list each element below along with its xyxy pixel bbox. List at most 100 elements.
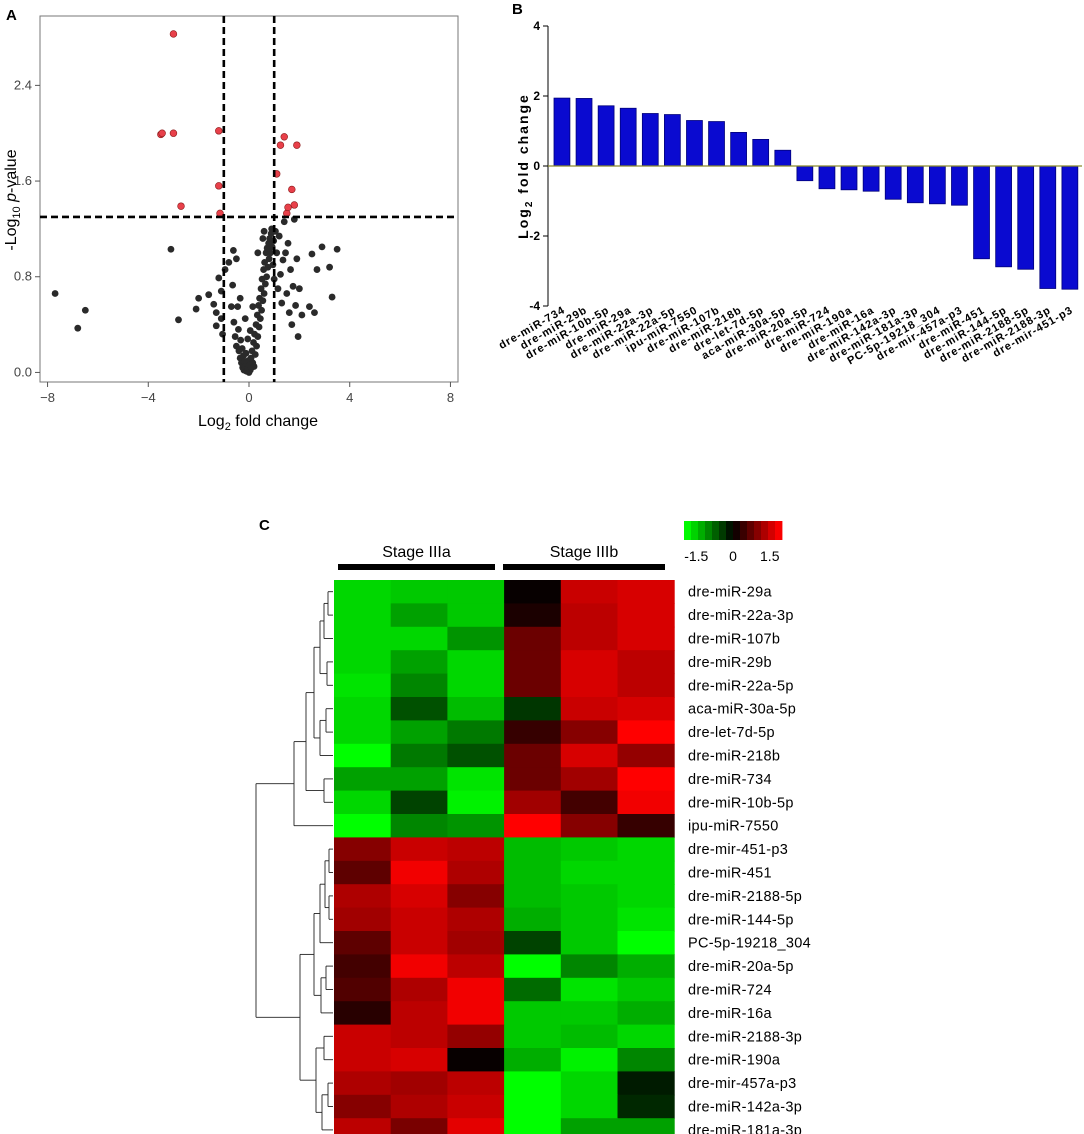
volcano-ytick-label: 2.4	[14, 77, 32, 92]
heatmap-cell	[617, 837, 675, 862]
heatmap-row-label: dre-let-7d-5p	[688, 725, 775, 741]
volcano-frame	[39, 15, 459, 383]
volcano-point	[306, 303, 313, 311]
heatmap-cell	[617, 814, 675, 838]
heatmap-cell	[560, 697, 618, 721]
heatmap-cell	[504, 860, 562, 885]
volcano-point	[81, 306, 89, 314]
heatmap-row-label: dre-mir-451-p3	[688, 842, 788, 858]
volcano-point	[254, 249, 262, 257]
volcano-point	[280, 218, 288, 226]
heatmap-cell	[504, 743, 562, 768]
heatmap-cell	[617, 1048, 675, 1072]
heatmap-cell	[560, 1001, 618, 1026]
heatmap-cell	[390, 790, 448, 815]
heatmap-cell	[447, 954, 505, 979]
heatmap-cell	[447, 1048, 505, 1072]
heatmap-cell	[504, 790, 562, 815]
heatmap-cell	[617, 884, 675, 909]
volcano-point	[328, 293, 336, 301]
heatmap-cell	[334, 954, 392, 979]
heatmap-cell	[560, 814, 618, 838]
heatmap-cell	[447, 1024, 505, 1049]
volcano-point	[231, 333, 239, 340]
volcano-ylabel-rest: -value	[3, 149, 20, 193]
bar	[906, 165, 924, 204]
heatmap-cell	[390, 697, 448, 721]
heatmap-row-label: dre-miR-218b	[688, 749, 780, 765]
volcano-point	[244, 335, 252, 343]
legend-swatch	[712, 521, 720, 540]
heatmap-cell	[390, 977, 448, 1002]
volcano-point	[287, 266, 294, 273]
heatmap-row-label: dre-miR-142a-3p	[688, 1100, 802, 1116]
volcano-point	[259, 235, 267, 242]
volcano-xtick-label: −8	[40, 390, 55, 405]
heatmap-cell	[447, 673, 505, 698]
volcano-point	[267, 249, 274, 257]
heatmap-cell	[560, 1048, 618, 1072]
legend-swatch	[726, 521, 734, 540]
legend-swatch	[691, 521, 699, 540]
heatmap-cell	[447, 1094, 505, 1119]
bar	[995, 165, 1012, 268]
bar	[619, 107, 637, 167]
bar	[1039, 165, 1057, 289]
legend-tick-label: -1.5	[684, 548, 708, 564]
heatmap-cell	[390, 743, 448, 768]
group-label: Stage IIIa	[382, 544, 451, 561]
volcano-point	[270, 275, 278, 283]
volcano-significant-point	[177, 202, 185, 210]
heatmap-cell	[334, 931, 392, 955]
heatmap-cell	[504, 626, 562, 651]
volcano-point	[242, 349, 250, 357]
bar	[951, 165, 968, 206]
legend-swatch	[775, 521, 783, 540]
group-label: Stage IIIb	[550, 544, 619, 561]
bar	[597, 105, 615, 167]
heatmap-cell	[617, 580, 675, 604]
heatmap-cell	[334, 626, 392, 651]
volcano-point	[227, 303, 235, 311]
heatmap-cell	[390, 837, 448, 862]
volcano-point	[249, 303, 257, 311]
panel-label-c: C	[259, 517, 270, 534]
heatmap-cell	[560, 907, 618, 932]
heatmap-row-label: ipu-miR-7550	[688, 819, 779, 835]
heatmap-cell	[447, 977, 505, 1002]
volcano-significant-point	[215, 182, 223, 190]
bar-ytick-label: 4	[533, 19, 540, 33]
heatmap-cell	[560, 626, 618, 651]
legend-swatch	[733, 521, 741, 540]
heatmap-cell	[334, 907, 392, 932]
heatmap-row-label: dre-miR-10b-5p	[688, 795, 794, 811]
bar	[862, 165, 880, 192]
volcano-point	[275, 232, 283, 240]
bar-ylabel-rest: fold change	[515, 93, 531, 199]
volcano-xtick-label: 8	[447, 390, 454, 405]
heatmap-row-label: dre-miR-2188-5p	[688, 889, 802, 905]
volcano-point	[246, 327, 254, 334]
volcano-point	[283, 290, 291, 297]
volcano-point	[256, 315, 264, 323]
volcano-significant-point	[215, 127, 223, 135]
volcano-point	[234, 303, 242, 311]
volcano-ytick-label: 1.6	[14, 173, 32, 188]
volcano-point	[318, 243, 326, 251]
volcano-point	[284, 239, 292, 247]
heatmap-cell	[390, 860, 448, 885]
heatmap-row-label: dre-miR-734	[688, 772, 772, 788]
bar-ylabel: Log2 fold change	[515, 93, 535, 239]
heatmap-cell	[447, 767, 505, 792]
heatmap-cell	[390, 1071, 448, 1096]
volcano-ylabel: -Log10 p-value	[3, 149, 23, 250]
heatmap-cell	[560, 767, 618, 792]
heatmap-cell	[334, 1024, 392, 1049]
volcano-point	[175, 316, 182, 324]
heatmap-cell	[560, 1118, 618, 1134]
volcano-ylabel-main: -Log	[3, 219, 20, 251]
heatmap-row-label: dre-miR-107b	[688, 632, 780, 648]
volcano-significant-point	[276, 141, 285, 149]
bar	[708, 121, 725, 167]
heatmap-cell	[504, 907, 562, 932]
